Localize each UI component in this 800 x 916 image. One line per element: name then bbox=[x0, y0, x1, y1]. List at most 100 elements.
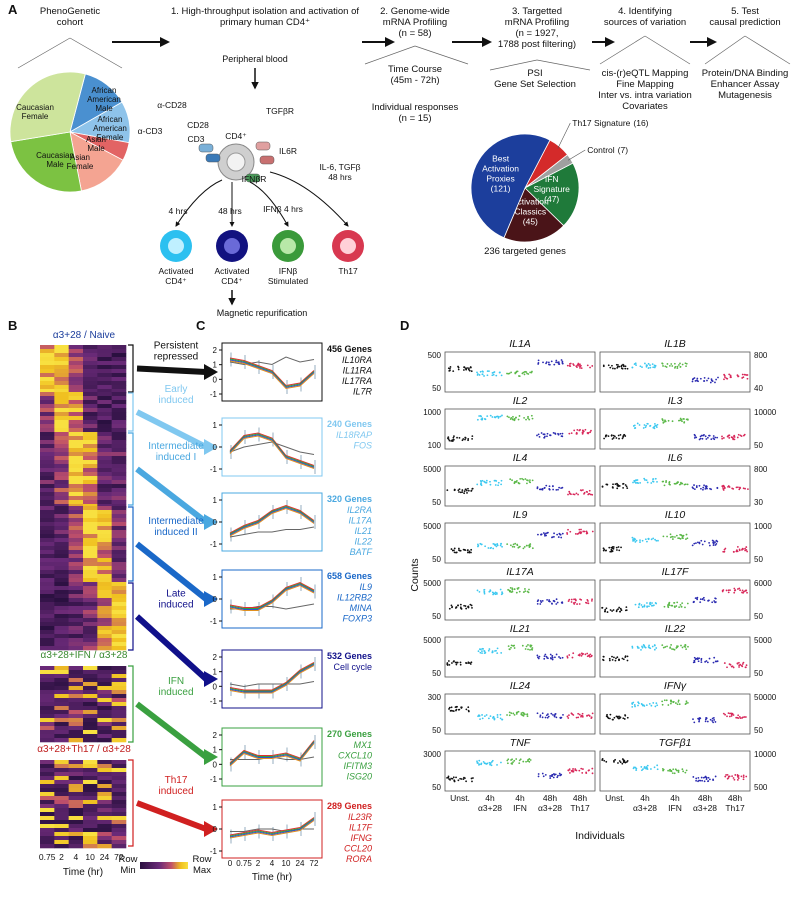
expression-dot bbox=[489, 414, 492, 417]
cluster-label-line: induced bbox=[158, 395, 193, 406]
expression-dot bbox=[551, 655, 554, 657]
expression-dot bbox=[651, 602, 653, 604]
expression-dot bbox=[727, 712, 730, 715]
heatmap-cell bbox=[68, 546, 84, 551]
y-tick-label: 100 bbox=[428, 441, 442, 450]
expression-dot bbox=[662, 365, 664, 367]
expression-dot bbox=[652, 604, 654, 607]
expression-dot bbox=[527, 417, 529, 420]
heatmap-cell bbox=[97, 816, 112, 821]
heatmap-cell bbox=[40, 710, 55, 715]
expression-dot bbox=[580, 531, 583, 534]
heatmap-cell bbox=[111, 828, 127, 833]
heatmap-cell bbox=[111, 476, 127, 481]
expression-dot bbox=[622, 761, 625, 764]
heatmap-cell bbox=[83, 534, 98, 539]
expression-dot bbox=[735, 550, 738, 553]
heatmap-cell bbox=[54, 718, 69, 723]
y-tick-label: 50 bbox=[432, 669, 441, 678]
heatmap-cell bbox=[40, 452, 55, 457]
expression-dot bbox=[700, 661, 703, 664]
heatmap-cell bbox=[83, 369, 98, 374]
heatmap-cell bbox=[68, 468, 84, 473]
heatmap-cell bbox=[97, 718, 112, 723]
heatmap-cell bbox=[68, 440, 84, 445]
expression-dot bbox=[670, 604, 673, 607]
step-title-line: mRNA Profiling bbox=[505, 17, 569, 28]
expression-dot bbox=[619, 716, 622, 719]
heatmap-cell bbox=[54, 788, 69, 793]
expression-dot bbox=[661, 700, 664, 703]
expression-dot bbox=[693, 484, 695, 486]
expression-dot bbox=[609, 609, 612, 611]
expression-dot bbox=[702, 488, 704, 491]
expression-dot bbox=[670, 700, 673, 703]
expression-dot bbox=[500, 374, 503, 377]
expression-dot bbox=[526, 482, 528, 485]
expression-dot bbox=[529, 644, 532, 647]
heatmap-cell bbox=[83, 373, 98, 378]
heatmap-cell bbox=[97, 622, 112, 627]
expression-dot bbox=[685, 648, 688, 651]
expression-dot bbox=[453, 780, 456, 783]
heatmap-cell bbox=[111, 526, 127, 531]
expression-dot bbox=[679, 603, 682, 606]
expression-dot bbox=[479, 542, 482, 545]
expression-dot bbox=[509, 544, 512, 547]
heatmap-cell bbox=[40, 594, 55, 599]
expression-dot bbox=[733, 435, 735, 438]
expression-dot bbox=[712, 661, 715, 664]
heatmap-cell bbox=[111, 594, 127, 599]
expression-dot bbox=[469, 366, 472, 368]
group-label-line: IFN bbox=[513, 803, 527, 813]
step-title-line: PhenoGenetic bbox=[40, 6, 100, 17]
expression-dot bbox=[691, 378, 694, 381]
cluster-label-line: induced bbox=[158, 786, 193, 797]
expression-dot bbox=[639, 481, 642, 484]
expression-dot bbox=[458, 549, 460, 552]
expression-dot bbox=[711, 601, 714, 604]
cell-inner bbox=[340, 238, 356, 254]
expression-dot bbox=[550, 657, 553, 660]
heatmap-cell bbox=[97, 518, 112, 523]
heatmap-title: α3+28+IFN / α3+28 bbox=[41, 650, 128, 661]
expression-dot bbox=[580, 364, 582, 367]
expression-dot bbox=[578, 603, 581, 605]
expression-dot bbox=[650, 704, 653, 707]
expression-dot bbox=[470, 777, 473, 780]
scatter-box bbox=[444, 693, 596, 735]
heatmap-cell bbox=[111, 674, 127, 679]
heatmap-cell bbox=[83, 714, 98, 719]
y-tick-label: 50 bbox=[754, 726, 763, 735]
y-tick-label: 50 bbox=[432, 783, 441, 792]
expression-dot bbox=[695, 779, 698, 782]
expression-dot bbox=[613, 759, 615, 762]
heatmap-cell bbox=[97, 484, 112, 489]
expression-dot bbox=[708, 434, 711, 437]
heatmap-cell bbox=[111, 804, 127, 809]
expression-dot bbox=[516, 711, 519, 714]
expression-dot bbox=[696, 541, 699, 544]
heatmap-cell bbox=[111, 436, 127, 441]
expression-dot bbox=[701, 598, 704, 601]
expression-dot bbox=[692, 718, 694, 721]
expression-dot bbox=[636, 422, 639, 425]
heatmap-cell bbox=[83, 844, 98, 849]
expression-dot bbox=[685, 769, 688, 772]
expression-dot bbox=[626, 716, 629, 719]
expression-dot bbox=[635, 364, 637, 367]
heatmap-cell bbox=[97, 396, 112, 401]
cluster-bracket bbox=[128, 392, 134, 432]
expression-dot bbox=[618, 658, 620, 661]
group-label-line: α3+28 bbox=[693, 803, 717, 813]
profile-line bbox=[229, 357, 315, 387]
heatmap-cell bbox=[83, 674, 98, 679]
y-tick-label: 6000 bbox=[754, 579, 772, 588]
heatmap-cell bbox=[97, 432, 112, 437]
heatmap-cell bbox=[68, 670, 84, 675]
expression-dot bbox=[482, 760, 485, 763]
expression-dot bbox=[531, 479, 534, 482]
heatmap-cell bbox=[40, 730, 55, 735]
expression-dot bbox=[707, 377, 710, 380]
expression-dot bbox=[708, 599, 710, 602]
